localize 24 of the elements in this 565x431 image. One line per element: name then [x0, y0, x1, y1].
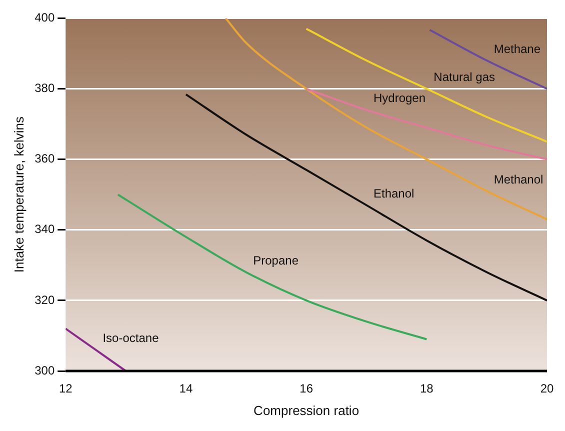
y-tick-label: 340: [34, 222, 55, 236]
y-tick-label: 380: [34, 81, 55, 96]
annotation: Hydrogen: [373, 91, 426, 106]
x-tick-label: 16: [300, 382, 314, 396]
y-tick-label: 300: [34, 363, 55, 378]
line-series: [305, 88, 547, 160]
x-tick-label: 14: [179, 382, 193, 396]
annotation: Ethanol: [373, 186, 414, 200]
x-tick-label: 20: [540, 382, 554, 396]
y-tick-label: 320: [34, 292, 55, 307]
y-tick-label: 360: [34, 152, 55, 166]
annotation: Methanol: [494, 172, 544, 186]
annotation: Natural gas: [434, 70, 496, 84]
line-series: [224, 18, 547, 220]
annotation: Methane: [494, 42, 541, 56]
x-axis-title: Compression ratio: [254, 402, 360, 418]
annotation: Iso-octane: [102, 331, 160, 346]
line-series: [184, 93, 547, 302]
line-series: [305, 28, 547, 143]
y-axis-title: Intake temperature, kelvins: [11, 116, 26, 273]
x-tick-label: 18: [420, 382, 434, 396]
annotation: Propane: [253, 254, 299, 268]
x-tick-label: 12: [58, 382, 73, 396]
y-tick-label: 400: [34, 10, 55, 25]
